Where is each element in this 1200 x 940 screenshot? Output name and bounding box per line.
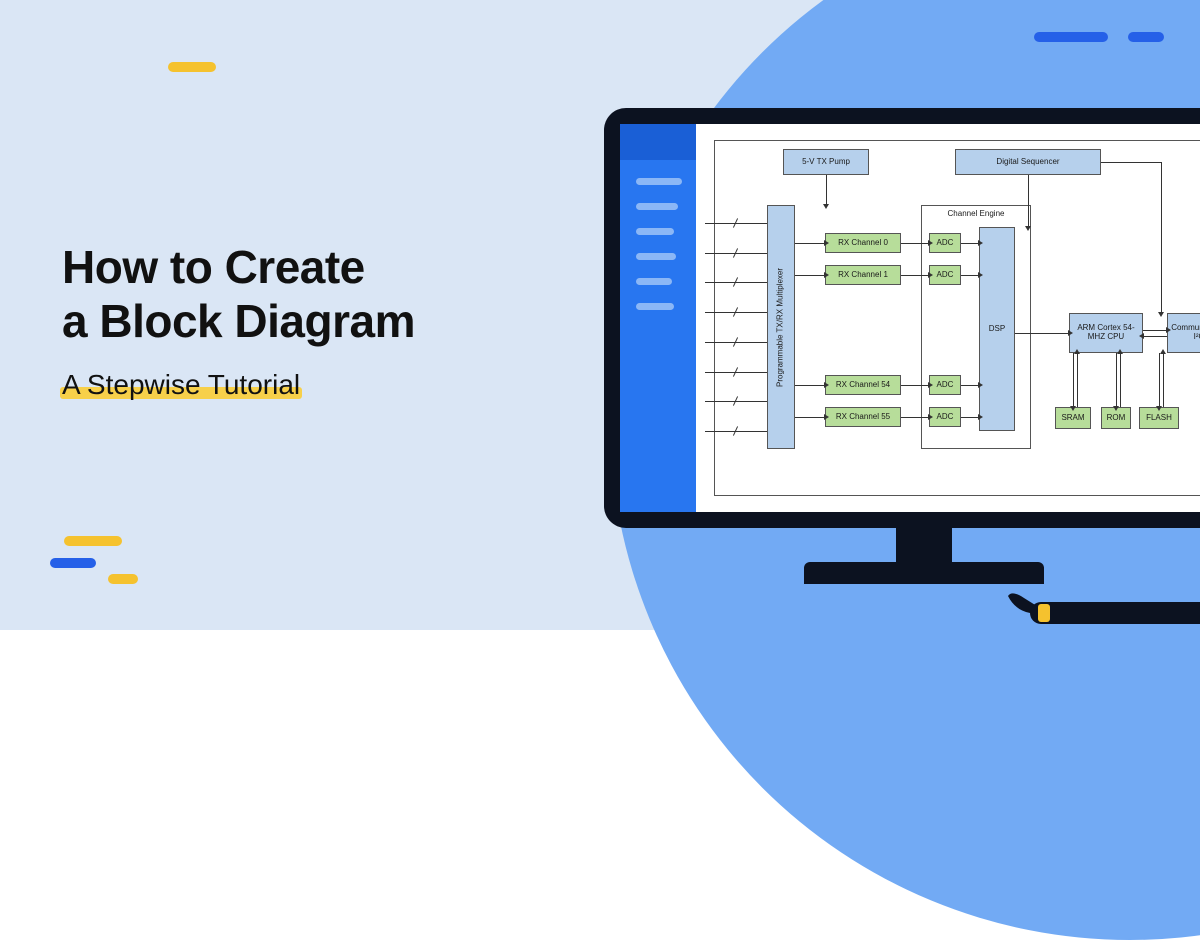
- node-digseq: Digital Sequencer: [955, 149, 1101, 175]
- node-adc54: ADC: [929, 375, 961, 395]
- node-rx55: RX Channel 55: [825, 407, 901, 427]
- node-adc0: ADC: [929, 233, 961, 253]
- node-mux: Programmable TX/RX Multiplexer: [767, 205, 795, 449]
- node-rx0: RX Channel 0: [825, 233, 901, 253]
- channel-engine-label: Channel Engine: [922, 206, 1030, 218]
- pen-illustration: [1000, 568, 1200, 643]
- decor-dash-4: [50, 558, 96, 568]
- subtitle-wrap: A Stepwise Tutorial: [62, 369, 300, 401]
- node-dsp: DSP: [979, 227, 1015, 431]
- subtitle-text: A Stepwise Tutorial: [62, 369, 300, 401]
- diagram-outer-border: Channel Engine 5-V TX Pump Digital Sequen…: [714, 140, 1200, 496]
- monitor-illustration: Channel Engine 5-V TX Pump Digital Sequen…: [604, 108, 1200, 528]
- decor-dash-0: [1034, 32, 1108, 42]
- sidebar-item-4[interactable]: [636, 278, 672, 285]
- sidebar-items: [620, 160, 696, 310]
- monitor-bezel: Channel Engine 5-V TX Pump Digital Sequen…: [604, 108, 1200, 528]
- decor-dash-3: [64, 536, 122, 546]
- sidebar-item-3[interactable]: [636, 253, 676, 260]
- node-txpump: 5-V TX Pump: [783, 149, 869, 175]
- decor-dash-2: [168, 62, 216, 72]
- node-rx1: RX Channel 1: [825, 265, 901, 285]
- decor-dash-5: [108, 574, 138, 584]
- node-adc55: ADC: [929, 407, 961, 427]
- sidebar-item-0[interactable]: [636, 178, 682, 185]
- node-adc1: ADC: [929, 265, 961, 285]
- title-block: How to Create a Block Diagram A Stepwise…: [62, 240, 415, 401]
- diagram-canvas: Channel Engine 5-V TX Pump Digital Sequen…: [696, 124, 1200, 512]
- sidebar-item-1[interactable]: [636, 203, 678, 210]
- title-line-2: a Block Diagram: [62, 294, 415, 348]
- title-line-1: How to Create: [62, 240, 415, 294]
- monitor-screen: Channel Engine 5-V TX Pump Digital Sequen…: [620, 124, 1200, 512]
- node-comm: Communication I²C: [1167, 313, 1200, 353]
- sidebar-header: [620, 124, 696, 160]
- node-cpu: ARM Cortex 54-MHZ CPU: [1069, 313, 1143, 353]
- decor-dash-1: [1128, 32, 1164, 42]
- node-rx54: RX Channel 54: [825, 375, 901, 395]
- sidebar-item-2[interactable]: [636, 228, 674, 235]
- sidebar-item-5[interactable]: [636, 303, 674, 310]
- app-sidebar: [620, 124, 696, 512]
- monitor-stand-neck: [896, 528, 952, 566]
